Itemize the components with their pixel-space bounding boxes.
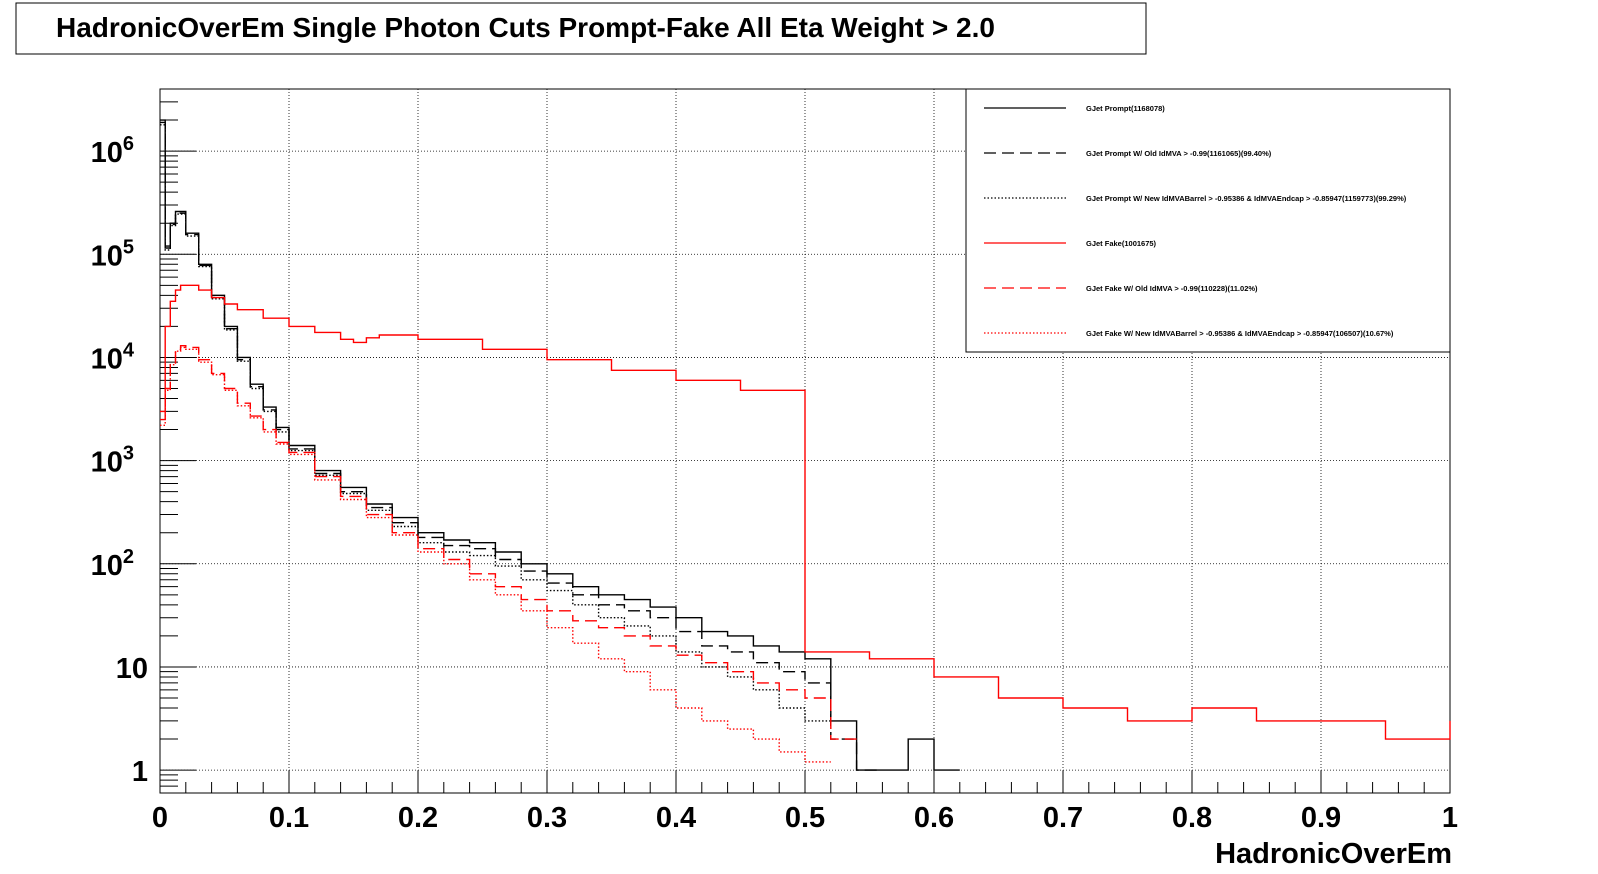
legend-box [965,88,1451,353]
legend: GJet Prompt(1168078) GJet Prompt W/ Old I… [984,104,1407,338]
legend-label-3: GJet Prompt W/ New IdMVABarrel > -0.9538… [1086,194,1407,203]
series-line-3 [160,124,831,722]
x-tick-label: 0.6 [914,802,954,834]
y-tick-label: 1 [132,756,148,788]
y-tick-label: 102 [91,546,134,582]
series-line-1 [160,119,960,771]
x-tick-label: 0.7 [1043,802,1083,834]
series-line-5 [160,345,857,740]
x-tick-label: 0.4 [656,802,696,834]
legend-label-5: GJet Fake W/ Old IdMVA > -0.99(110228)(1… [1086,284,1258,293]
y-tick-label: 10 [116,653,148,685]
legend-label-4: GJet Fake(1001675) [1086,239,1157,248]
legend-label-2: GJet Prompt W/ Old IdMVA > -0.99(1161065… [1086,149,1272,158]
y-tick-label: 106 [91,133,134,169]
x-tick-label: 0.2 [398,802,438,834]
legend-label-1: GJet Prompt(1168078) [1086,104,1165,113]
legend-label-6: GJet Fake W/ New IdMVABarrel > -0.95386 … [1086,329,1394,338]
x-tick-label: 1 [1442,802,1458,834]
series-line-4 [160,284,1451,740]
x-tick-label: 0.8 [1172,802,1212,834]
series-group [160,119,1451,771]
x-tick-label: 0.5 [785,802,825,834]
x-tick-label: 0.1 [269,802,309,834]
y-tick-labels: 1 10 102 103 104 105 106 [91,133,148,788]
x-tick-label: 0.3 [527,802,567,834]
x-tick-label: 0.9 [1301,802,1341,834]
axis-ticks [159,88,1451,794]
y-tick-label: 104 [91,339,135,375]
chart-title: HadronicOverEm Single Photon Cuts Prompt… [56,12,995,43]
x-tick-labels: 0 0.1 0.2 0.3 0.4 0.5 0.6 0.7 0.8 0.9 1 [152,802,1458,834]
x-axis-label: HadronicOverEm [1215,838,1452,870]
y-tick-label: 105 [91,236,134,272]
x-tick-label: 0 [152,802,168,834]
y-tick-label: 103 [91,443,134,479]
title-box [15,2,1147,55]
